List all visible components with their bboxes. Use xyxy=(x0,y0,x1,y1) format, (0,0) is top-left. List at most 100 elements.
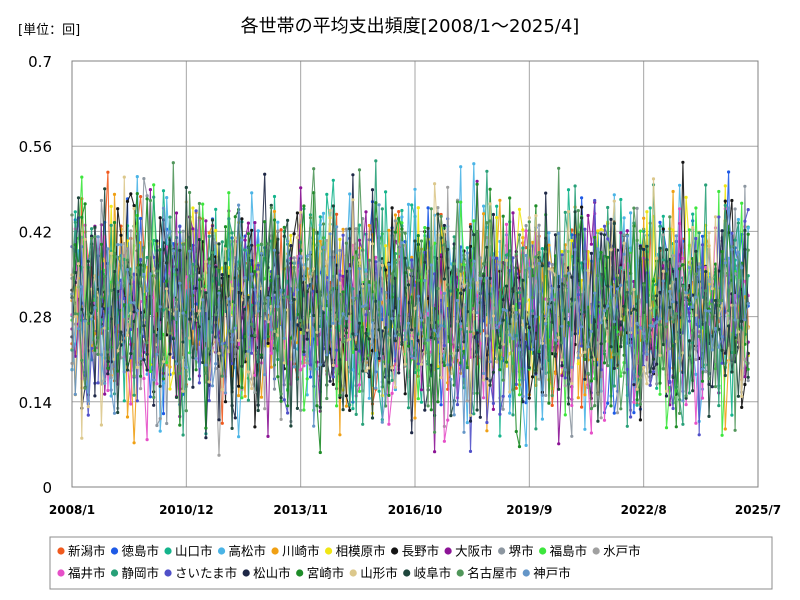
data-point xyxy=(583,260,587,264)
data-point xyxy=(250,228,254,232)
data-point xyxy=(246,253,250,258)
data-point xyxy=(671,375,675,379)
data-point xyxy=(691,328,695,332)
data-point xyxy=(612,193,616,197)
data-point xyxy=(501,407,505,411)
data-point xyxy=(354,412,358,416)
data-point xyxy=(279,392,283,396)
data-point xyxy=(390,366,394,370)
data-point xyxy=(586,345,590,349)
data-point xyxy=(459,276,463,280)
data-point xyxy=(374,201,378,205)
data-point xyxy=(86,413,90,417)
data-point xyxy=(599,321,603,325)
data-point xyxy=(697,262,701,266)
data-point xyxy=(743,382,747,387)
data-point xyxy=(723,203,727,207)
legend-label: 徳島市 xyxy=(122,544,160,559)
data-point xyxy=(416,234,420,238)
data-point xyxy=(612,325,616,329)
data-point xyxy=(348,227,352,231)
legend-item: 福井市 xyxy=(57,566,106,581)
data-point xyxy=(534,204,538,208)
data-point xyxy=(116,410,120,415)
data-point xyxy=(638,326,643,330)
data-point xyxy=(341,312,345,316)
data-point xyxy=(348,403,352,407)
data-point xyxy=(671,320,675,324)
data-point xyxy=(645,244,649,248)
legend-item: 宮崎市 xyxy=(296,566,344,581)
data-point xyxy=(253,333,257,337)
data-point xyxy=(642,283,646,287)
data-point xyxy=(348,337,352,341)
data-point xyxy=(599,227,603,232)
data-point xyxy=(710,348,714,352)
data-point xyxy=(658,220,662,224)
data-point xyxy=(397,332,401,337)
data-point xyxy=(694,421,698,425)
data-point xyxy=(563,317,567,321)
data-point xyxy=(106,359,110,364)
data-point xyxy=(446,283,450,287)
data-point xyxy=(165,421,169,426)
data-point xyxy=(240,238,244,242)
data-point xyxy=(96,352,100,356)
data-point xyxy=(521,316,525,320)
data-point xyxy=(674,234,678,238)
data-point xyxy=(354,347,358,351)
data-point xyxy=(328,208,332,212)
data-point xyxy=(135,192,139,196)
data-point xyxy=(145,341,149,345)
data-point xyxy=(632,307,636,311)
data-point xyxy=(351,332,355,336)
data-point xyxy=(482,371,486,376)
data-point xyxy=(364,272,368,276)
data-point xyxy=(377,389,381,393)
data-point xyxy=(462,340,466,344)
data-point xyxy=(612,221,616,226)
data-point xyxy=(253,288,257,292)
data-point xyxy=(586,305,590,309)
data-point xyxy=(364,303,368,307)
data-point xyxy=(272,363,277,367)
data-point xyxy=(197,309,201,313)
data-point xyxy=(723,351,727,355)
data-point xyxy=(671,406,675,411)
data-point xyxy=(217,242,221,246)
data-point xyxy=(237,267,241,271)
data-point xyxy=(305,393,309,397)
data-point xyxy=(73,270,77,275)
data-point xyxy=(289,244,293,248)
data-point xyxy=(250,272,254,276)
data-point xyxy=(482,212,486,216)
data-point xyxy=(491,401,495,405)
data-point xyxy=(547,231,551,235)
data-point xyxy=(259,242,264,246)
data-point xyxy=(622,252,626,256)
data-point xyxy=(583,393,587,397)
data-point xyxy=(292,297,296,302)
data-point xyxy=(433,182,437,186)
legend-item: 岐阜市 xyxy=(403,566,451,581)
data-point xyxy=(648,306,652,310)
data-point xyxy=(230,362,234,366)
data-point xyxy=(116,243,120,247)
data-point xyxy=(609,404,613,408)
data-point xyxy=(184,310,188,314)
legend-label: 松山市 xyxy=(253,566,291,581)
data-point xyxy=(86,259,90,263)
data-point xyxy=(501,378,505,382)
data-point xyxy=(720,433,724,437)
data-point xyxy=(259,251,264,255)
data-point xyxy=(413,187,417,191)
data-point xyxy=(743,184,747,188)
legend-label: 川崎市 xyxy=(282,544,320,559)
data-point xyxy=(181,242,185,246)
data-point xyxy=(335,404,339,408)
data-point xyxy=(632,383,636,387)
data-point xyxy=(289,424,293,428)
data-point xyxy=(400,221,404,225)
data-point xyxy=(73,392,77,396)
data-point xyxy=(171,161,175,165)
